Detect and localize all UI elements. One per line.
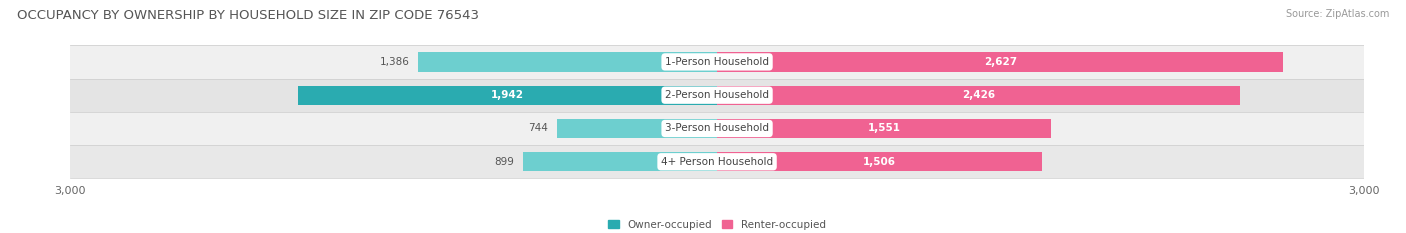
Text: Source: ZipAtlas.com: Source: ZipAtlas.com [1285,9,1389,19]
Bar [70,45,1364,79]
Bar [717,86,1240,105]
Bar [717,119,1052,138]
Text: 1,386: 1,386 [380,57,409,67]
Text: 4+ Person Household: 4+ Person Household [661,157,773,167]
Legend: Owner-occupied, Renter-occupied: Owner-occupied, Renter-occupied [609,220,825,230]
Text: 2,426: 2,426 [962,90,995,100]
Text: 2-Person Household: 2-Person Household [665,90,769,100]
Bar [717,152,1042,171]
Bar [70,145,1364,178]
Text: 1-Person Household: 1-Person Household [665,57,769,67]
Bar [298,86,717,105]
Bar [70,79,1364,112]
Bar [557,119,717,138]
Bar [70,112,1364,145]
Text: 3-Person Household: 3-Person Household [665,123,769,134]
Bar [523,152,717,171]
Bar [418,52,717,72]
Text: OCCUPANCY BY OWNERSHIP BY HOUSEHOLD SIZE IN ZIP CODE 76543: OCCUPANCY BY OWNERSHIP BY HOUSEHOLD SIZE… [17,9,479,22]
Bar [717,52,1284,72]
Text: 2,627: 2,627 [984,57,1017,67]
Text: 744: 744 [529,123,548,134]
Text: 1,551: 1,551 [868,123,901,134]
Text: 1,942: 1,942 [491,90,524,100]
Text: 899: 899 [495,157,515,167]
Text: 1,506: 1,506 [863,157,896,167]
